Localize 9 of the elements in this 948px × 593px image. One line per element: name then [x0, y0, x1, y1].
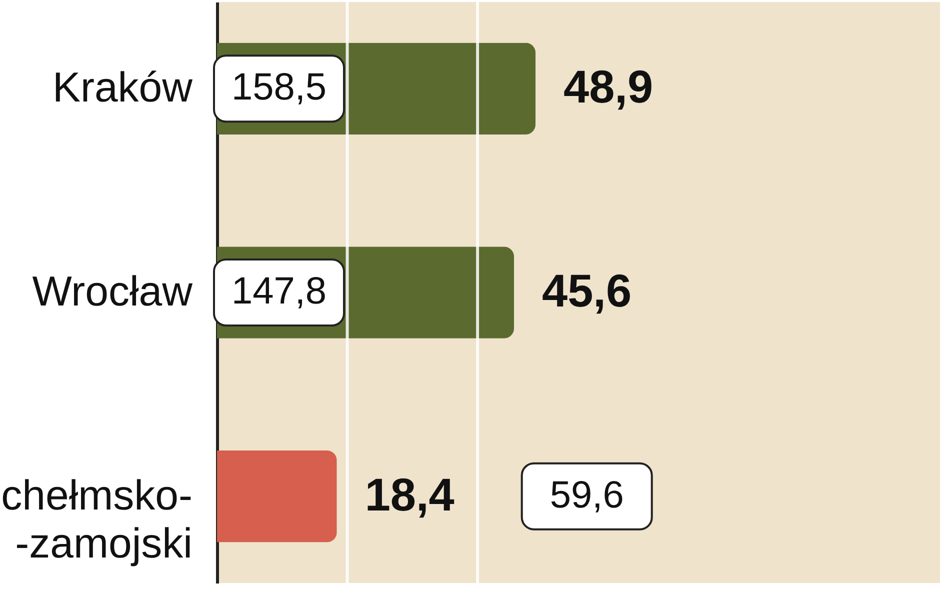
annotation: 147,8: [231, 270, 327, 312]
data-label: 18,4: [364, 468, 455, 520]
annotation: 59,6: [550, 474, 624, 516]
data-label: 45,6: [542, 264, 632, 316]
y-tick-label: Wrocław: [32, 268, 194, 314]
y-tick-label: Kraków: [52, 64, 194, 111]
data-label: 48,9: [564, 60, 654, 113]
annotation: 158,5: [231, 66, 327, 109]
y-tick-label: chełmsko- -zamojski: [1, 471, 192, 566]
